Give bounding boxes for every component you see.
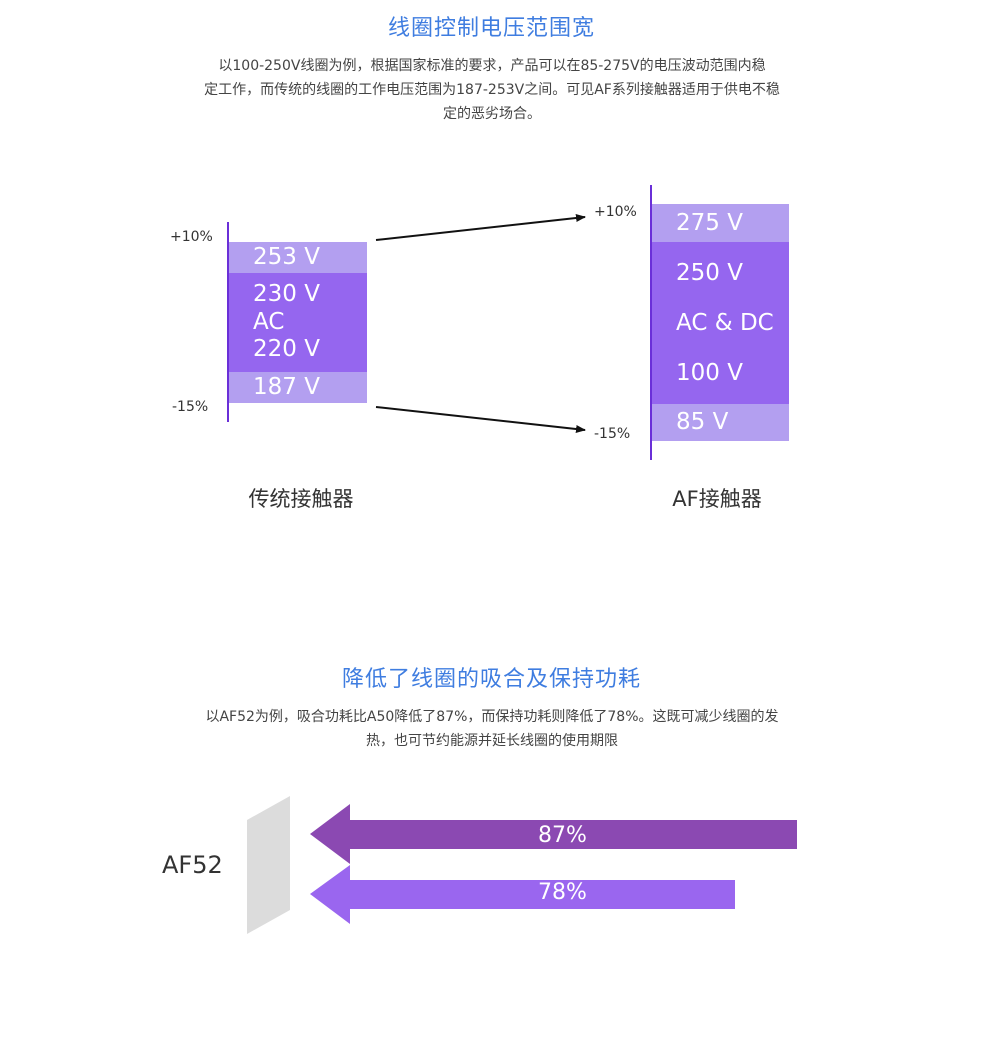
section1-title: 线圈控制电压范围宽: [387, 16, 595, 41]
pull-in-arrow: [310, 804, 797, 864]
section2-paragraph-line-2: 热，也可节约能源并延长线圈的使用期限: [366, 733, 618, 749]
af-caption: AF接触器: [672, 487, 762, 511]
traditional-mid-value-1: 230 V: [253, 281, 320, 307]
lower-range-arrow: [375, 406, 586, 433]
af-top-value: 275 V: [676, 210, 743, 236]
upper-range-arrow: [375, 214, 586, 241]
product-label: AF52: [162, 851, 223, 879]
traditional-lower-pct: -15%: [172, 399, 209, 415]
af-bottom-value: 85 V: [676, 409, 729, 435]
af-mid-value-3: 100 V: [676, 360, 743, 386]
traditional-mid-value-2: AC: [253, 309, 285, 335]
traditional-top-band: 253 V: [229, 242, 367, 273]
af-upper-pct: +10%: [594, 204, 637, 220]
holding-arrow: [310, 865, 735, 924]
traditional-caption: 传统接触器: [248, 487, 354, 511]
section2-paragraph: 以AF52为例，吸合功耗比A50降低了87%，而保持功耗则降低了78%。这既可减…: [120, 705, 864, 753]
section1-paragraph-line-3: 定的恶劣场合。: [443, 106, 541, 122]
traditional-upper-pct: +10%: [170, 229, 213, 245]
traditional-top-value: 253 V: [253, 244, 320, 270]
traditional-mid-value-3: 220 V: [253, 336, 320, 362]
traditional-bottom-band: 187 V: [229, 372, 367, 403]
af-lower-pct: -15%: [594, 426, 631, 442]
section1-paragraph-line-1: 以100-250V线圈为例，根据国家标准的要求，产品可以在85-275V的电压波…: [218, 58, 766, 74]
section1-paragraph-line-2: 定工作，而传统的线圈的工作电压范围为187-253V之间。可见AF系列接触器适用…: [204, 82, 780, 98]
af-top-band: 275 V: [652, 204, 789, 242]
holding-reduction-value: 78%: [538, 880, 587, 905]
af-range-axis: [650, 185, 652, 460]
section2-title: 降低了线圈的吸合及保持功耗: [341, 667, 641, 692]
af-mid-band: 250 V AC & DC 100 V: [652, 242, 789, 404]
traditional-range-axis: [227, 222, 229, 422]
af-mid-value-1: 250 V: [676, 260, 743, 286]
traditional-mid-band: 230 V AC 220 V: [229, 273, 367, 372]
coil-panel: [247, 796, 290, 934]
section2-paragraph-line-1: 以AF52为例，吸合功耗比A50降低了87%，而保持功耗则降低了78%。这既可减…: [205, 709, 779, 725]
pull-in-reduction-value: 87%: [538, 823, 587, 848]
traditional-bottom-value: 187 V: [253, 374, 320, 400]
af-mid-value-2: AC & DC: [676, 310, 774, 336]
af-bottom-band: 85 V: [652, 404, 789, 441]
section1-paragraph: 以100-250V线圈为例，根据国家标准的要求，产品可以在85-275V的电压波…: [120, 54, 864, 126]
